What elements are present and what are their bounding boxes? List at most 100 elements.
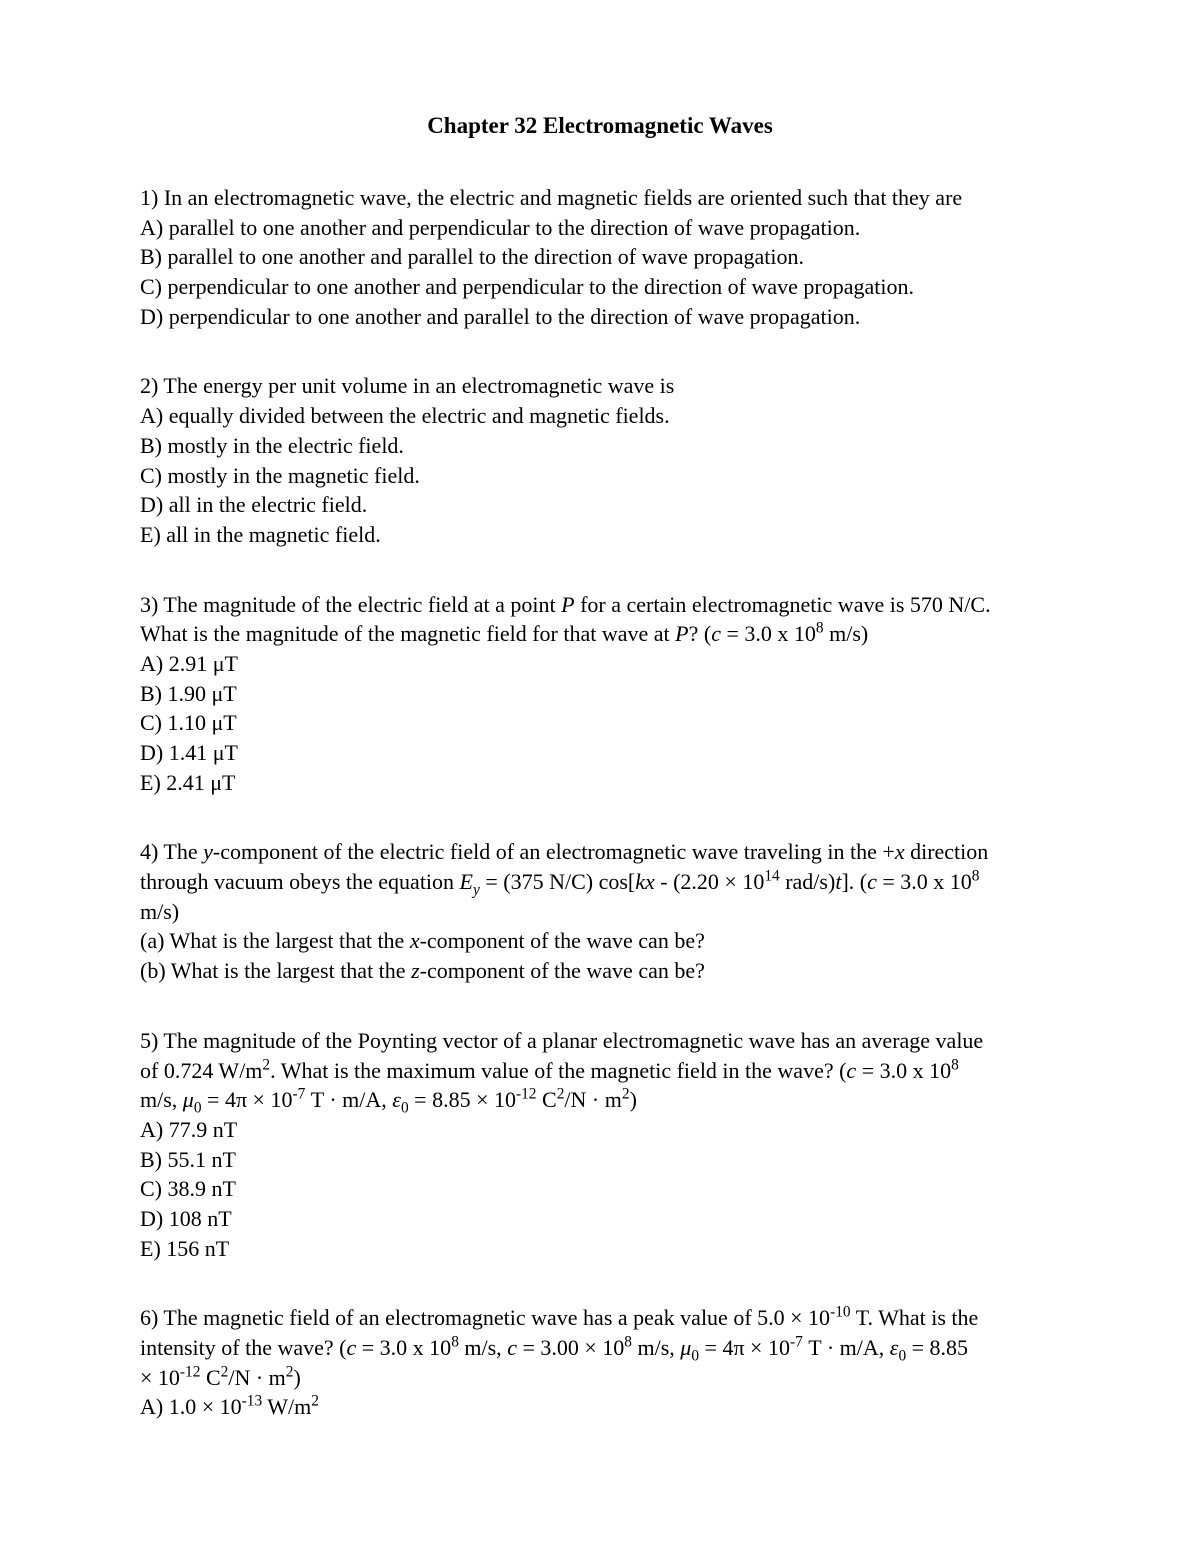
- q4-line2: through vacuum obeys the equation Ey = (…: [140, 867, 1060, 897]
- question-6: 6) The magnetic field of an electromagne…: [140, 1303, 1060, 1422]
- q6-line1: 6) The magnetic field of an electromagne…: [140, 1303, 1060, 1333]
- q5-l2-a: of 0.724 W/m: [140, 1058, 262, 1083]
- q5-l3-g: ): [630, 1087, 637, 1112]
- q6-l2-sub0a: 0: [691, 1347, 699, 1364]
- q4-l2-c: - (2.20 × 10: [655, 869, 765, 894]
- q6-line3: × 10-12 C2/N · m2): [140, 1363, 1060, 1393]
- q3-l2-f: m/s): [824, 621, 869, 646]
- q3-l1-b: for a certain electromagnetic wave is 57…: [575, 592, 991, 617]
- chapter-title: Chapter 32 Electromagnetic Waves: [140, 110, 1060, 141]
- q4-l1-x: x: [895, 839, 905, 864]
- question-2: 2) The energy per unit volume in an elec…: [140, 371, 1060, 549]
- q3-l2-c: c: [711, 621, 721, 646]
- q4-pa-b: -component of the wave can be?: [420, 928, 705, 953]
- q4-l1-a: 4) The: [140, 839, 203, 864]
- q6-l2-c: m/s,: [459, 1335, 507, 1360]
- q4-pa-x: x: [410, 928, 420, 953]
- q4-part-b: (b) What is the largest that the z-compo…: [140, 956, 1060, 986]
- q6-l2-h: = 8.85: [906, 1335, 968, 1360]
- q4-l2-d: rad/s): [780, 869, 836, 894]
- q6-l2-f: = 4π × 10: [699, 1335, 790, 1360]
- q4-l2-ysub: y: [473, 882, 480, 899]
- q2-stem: 2) The energy per unit volume in an elec…: [140, 371, 1060, 401]
- q6-l3-c: /N · m: [228, 1365, 285, 1390]
- q4-line3: m/s): [140, 897, 1060, 927]
- q5-l2-d: = 3.0 x 10: [856, 1058, 951, 1083]
- q6-l1-supn10: -10: [830, 1304, 851, 1321]
- q4-part-a: (a) What is the largest that the x-compo…: [140, 926, 1060, 956]
- q6-l1-b: T. What is the: [851, 1305, 979, 1330]
- q5-l2-sup8: 8: [951, 1056, 959, 1073]
- q4-l2-E: E: [460, 869, 473, 894]
- q1-stem: 1) In an electromagnetic wave, the elect…: [140, 183, 1060, 213]
- q6-l2-e: m/s,: [632, 1335, 680, 1360]
- q4-pa-a: (a) What is the largest that the: [140, 928, 410, 953]
- q3-l2-e: 8: [816, 620, 824, 637]
- q5-option-a: A) 77.9 nT: [140, 1115, 1060, 1145]
- q5-l3-sub0b: 0: [401, 1100, 409, 1117]
- q6-l3-b: C: [200, 1365, 220, 1390]
- q1-option-a: A) parallel to one another and perpendic…: [140, 213, 1060, 243]
- q6-line2: intensity of the wave? (c = 3.0 x 108 m/…: [140, 1333, 1060, 1363]
- q6-l3-sup2b: 2: [286, 1363, 294, 1380]
- q1-option-b: B) parallel to one another and parallel …: [140, 242, 1060, 272]
- q5-l3-a: m/s,: [140, 1087, 183, 1112]
- q5-option-e: E) 156 nT: [140, 1234, 1060, 1264]
- q5-line2: of 0.724 W/m2. What is the maximum value…: [140, 1056, 1060, 1086]
- q5-l3-d: = 8.85 × 10: [409, 1087, 516, 1112]
- q5-line3: m/s, μ0 = 4π × 10-7 T · m/A, ε0 = 8.85 ×…: [140, 1085, 1060, 1115]
- q6-l2-g: T · m/A,: [803, 1335, 890, 1360]
- q2-option-d: D) all in the electric field.: [140, 490, 1060, 520]
- q1-option-c: C) perpendicular to one another and perp…: [140, 272, 1060, 302]
- q5-l3-supn7: -7: [292, 1086, 305, 1103]
- q3-stem-line1: 3) The magnitude of the electric field a…: [140, 590, 1060, 620]
- q6-l1-a: 6) The magnetic field of an electromagne…: [140, 1305, 830, 1330]
- q4-line1: 4) The y-component of the electric field…: [140, 837, 1060, 867]
- q5-l2-c: c: [846, 1058, 856, 1083]
- q2-option-b: B) mostly in the electric field.: [140, 431, 1060, 461]
- q5-option-d: D) 108 nT: [140, 1204, 1060, 1234]
- q4-l2-e: ]. (: [841, 869, 867, 894]
- q4-pb-b: -component of the wave can be?: [420, 958, 705, 983]
- question-4: 4) The y-component of the electric field…: [140, 837, 1060, 985]
- q6-l2-sup8a: 8: [451, 1334, 459, 1351]
- q6-A-sup2: 2: [311, 1393, 319, 1410]
- q4-l1-c: direction: [905, 839, 989, 864]
- q4-l2-b: = (375 N/C) cos[: [480, 869, 635, 894]
- q4-l2-exp8: 8: [972, 868, 980, 885]
- question-3: 3) The magnitude of the electric field a…: [140, 590, 1060, 798]
- q5-line1: 5) The magnitude of the Poynting vector …: [140, 1026, 1060, 1056]
- q6-l2-sub0b: 0: [898, 1347, 906, 1364]
- q4-l2-cvar: c: [867, 869, 877, 894]
- q6-l2-d: = 3.00 × 10: [517, 1335, 624, 1360]
- q6-l3-a: × 10: [140, 1365, 180, 1390]
- q3-option-b: B) 1.90 μT: [140, 679, 1060, 709]
- q5-l3-c: T · m/A,: [305, 1087, 392, 1112]
- question-1: 1) In an electromagnetic wave, the elect…: [140, 183, 1060, 331]
- q6-l3-supn12: -12: [180, 1363, 201, 1380]
- q5-l3-eps: ε: [392, 1087, 401, 1112]
- q6-A-a: A) 1.0 × 10: [140, 1394, 242, 1419]
- q3-l1-p: P: [561, 592, 574, 617]
- q4-pb-a: (b) What is the largest that the: [140, 958, 411, 983]
- q4-l2-a: through vacuum obeys the equation: [140, 869, 460, 894]
- q4-l2-exp14: 14: [764, 868, 779, 885]
- q4-l2-f: = 3.0 x 10: [877, 869, 972, 894]
- question-5: 5) The magnitude of the Poynting vector …: [140, 1026, 1060, 1264]
- q5-l3-supn12: -12: [516, 1086, 537, 1103]
- q6-l2-c1: c: [347, 1335, 357, 1360]
- q3-l2-b: ? (: [689, 621, 712, 646]
- q4-l2-kx: kx: [635, 869, 655, 894]
- q3-option-e: E) 2.41 μT: [140, 768, 1060, 798]
- document-page: Chapter 32 Electromagnetic Waves 1) In a…: [0, 0, 1200, 1553]
- q5-l2-b: . What is the maximum value of the magne…: [270, 1058, 846, 1083]
- q5-l3-sup2b: 2: [622, 1086, 630, 1103]
- q6-A-b: W/m: [262, 1394, 311, 1419]
- q4-l1-y: y: [203, 839, 213, 864]
- q5-option-c: C) 38.9 nT: [140, 1174, 1060, 1204]
- q2-option-e: E) all in the magnetic field.: [140, 520, 1060, 550]
- q6-option-a: A) 1.0 × 10-13 W/m2: [140, 1392, 1060, 1422]
- q3-option-c: C) 1.10 μT: [140, 708, 1060, 738]
- q4-l1-b: -component of the electric field of an e…: [213, 839, 895, 864]
- q6-l2-mu: μ: [680, 1335, 691, 1360]
